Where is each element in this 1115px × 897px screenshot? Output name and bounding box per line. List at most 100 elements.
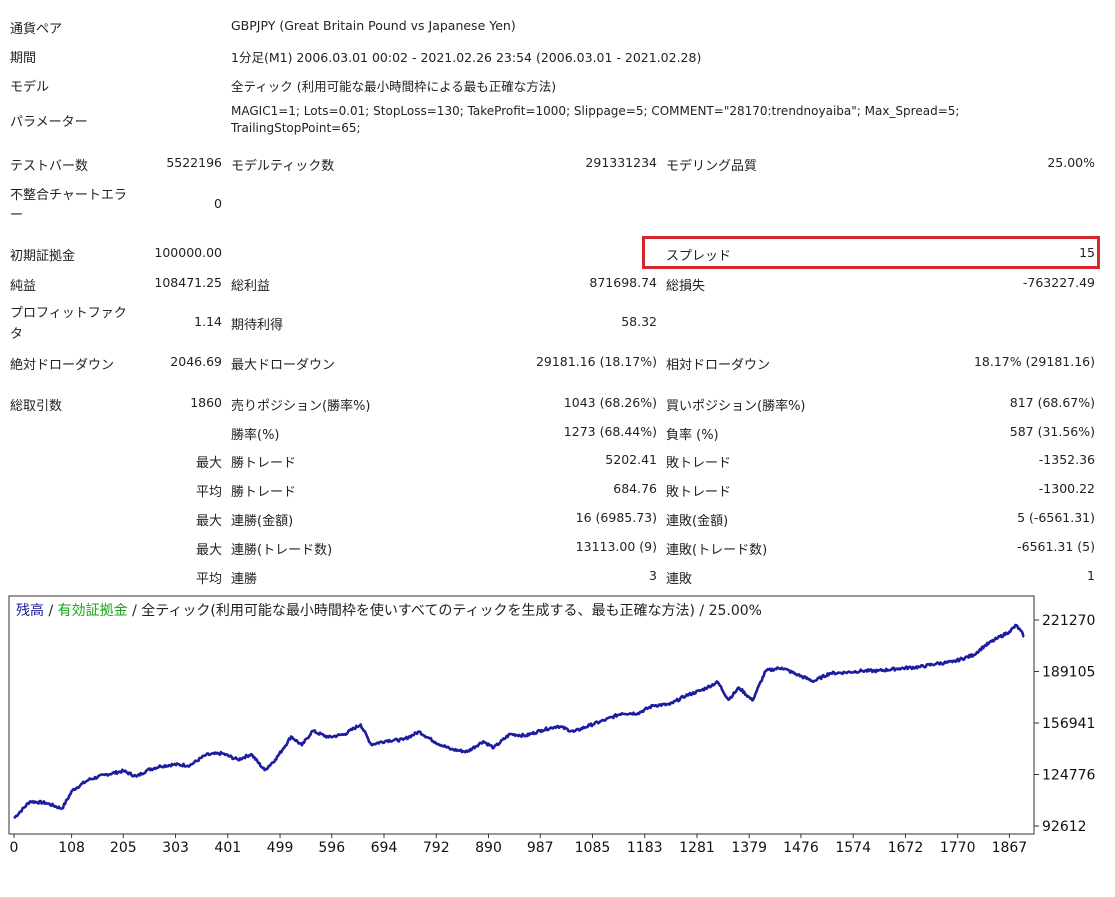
avg-cons-win-value: 3 (649, 568, 657, 583)
pf-label-2: タ (10, 327, 24, 342)
avg-loss-label: 敗トレード (666, 485, 732, 500)
cons-win-cnt-label: 連勝(トレード数) (231, 543, 333, 558)
symbol-value: GBPJPY (Great Britain Pound vs Japanese … (231, 18, 516, 33)
y-tick-label: 221270 (1042, 613, 1095, 629)
short-label: 売りポジション(勝率%) (231, 399, 371, 414)
pf-label-1: プロフィットファク (10, 306, 127, 321)
params-line2: TrailingStopPoint=65; (231, 121, 361, 135)
max-loss-value: -1352.36 (1038, 452, 1095, 467)
avg1-label: 平均 (195, 485, 222, 500)
gross-loss-value: -763227.49 (1022, 275, 1095, 290)
period-label: 期間 (10, 51, 37, 66)
max1-label: 最大 (195, 456, 222, 471)
gross-profit-label: 総利益 (231, 279, 271, 294)
y-tick-label: 92612 (1042, 819, 1087, 835)
long-value: 817 (68.67%) (1009, 395, 1095, 410)
x-tick-label: 499 (267, 840, 294, 856)
x-tick-label: 0 (10, 840, 19, 856)
avg-win-label: 勝トレード (231, 485, 297, 500)
gross-loss-label: 総損失 (666, 279, 706, 294)
max-dd-value: 29181.16 (18.17%) (535, 354, 657, 369)
mismatch-label-1: 不整合チャートエラ (10, 188, 127, 203)
mismatch-label-2: ー (10, 208, 24, 223)
expected-label: 期待利得 (231, 318, 284, 333)
mismatch-value: 0 (214, 196, 222, 211)
deposit-label: 初期証拠金 (10, 249, 76, 264)
spread-value: 15 (1079, 245, 1095, 260)
x-tick-label: 303 (162, 840, 189, 856)
legend-sep2: / (128, 603, 142, 619)
abs-dd-label: 絶対ドローダウン (10, 358, 115, 373)
x-tick-label: 1574 (835, 840, 871, 856)
avg-cons-win-label: 連勝 (231, 572, 258, 587)
expected-value: 58.32 (621, 314, 657, 329)
cons-win-cnt-value: 13113.00 (9) (575, 539, 657, 554)
avg-loss-value: -1300.22 (1038, 481, 1095, 496)
x-tick-label: 1867 (992, 840, 1028, 856)
plot-area (8, 595, 1035, 835)
cons-loss-cnt-label: 連敗(トレード数) (666, 543, 768, 558)
quality-label: モデリング品質 (666, 159, 758, 174)
short-value: 1043 (68.26%) (563, 395, 657, 410)
rel-dd-value: 18.17% (29181.16) (973, 354, 1095, 369)
symbol-label: 通貨ペア (10, 22, 63, 37)
abs-dd-value: 2046.69 (170, 354, 222, 369)
max2-label: 最大 (195, 514, 222, 529)
legend-equity: 有効証拠金 (58, 603, 128, 619)
avg-win-value: 684.76 (613, 481, 657, 496)
x-tick-label: 1476 (783, 840, 819, 856)
cons-win-amt-label: 連勝(金額) (231, 514, 294, 529)
trades-label: 総取引数 (10, 399, 63, 414)
balance-chart-svg: 残高 / 有効証拠金 / 全ティック(利用可能な最小時間枠を使いすべてのティック… (8, 595, 1096, 856)
x-tick-label: 1281 (679, 840, 715, 856)
net-value: 108471.25 (154, 275, 222, 290)
chart-legend: 残高 / 有効証拠金 / 全ティック(利用可能な最小時間枠を使いすべてのティック… (16, 602, 762, 619)
balance-chart: 残高 / 有効証拠金 / 全ティック(利用可能な最小時間枠を使いすべてのティック… (8, 590, 1108, 860)
y-axis-ticks: 221270 189105 156941 124776 92612 (1034, 613, 1096, 835)
x-tick-label: 401 (214, 840, 241, 856)
ticks-label: モデルティック数 (231, 159, 335, 174)
ticks-value: 291331234 (585, 155, 657, 170)
y-tick-label: 124776 (1042, 768, 1096, 784)
period-value: 1分足(M1) 2006.03.01 00:02 - 2021.02.26 23… (231, 50, 702, 65)
avg2-label: 平均 (195, 572, 222, 587)
cons-loss-amt-value: 5 (-6561.31) (1017, 510, 1095, 525)
legend-description: 全ティック(利用可能な最小時間枠を使いすべてのティックを生成する、最も正確な方法… (141, 602, 762, 619)
x-tick-label: 1085 (575, 840, 611, 856)
model-label: モデル (10, 80, 50, 95)
max-loss-label: 敗トレード (666, 456, 732, 471)
x-tick-label: 1672 (888, 840, 924, 856)
x-tick-label: 596 (318, 840, 345, 856)
bars-label: テストバー数 (10, 159, 89, 174)
x-tick-label: 890 (475, 840, 502, 856)
loss-pct-label: 負率 (%) (666, 428, 719, 443)
loss-pct-value: 587 (31.56%) (1009, 424, 1095, 439)
avg-cons-loss-value: 1 (1087, 568, 1095, 583)
x-tick-label: 694 (371, 840, 398, 856)
gross-profit-value: 871698.74 (589, 275, 657, 290)
win-pct-value: 1273 (68.44%) (563, 424, 657, 439)
params-label: パラメーター (10, 115, 88, 130)
y-tick-label: 189105 (1042, 665, 1095, 681)
legend-sep1: / (44, 603, 58, 619)
model-value: 全ティック (利用可能な最小時間枠による最も正確な方法) (231, 79, 557, 94)
quality-value: 25.00% (1047, 155, 1095, 170)
trades-value: 1860 (190, 395, 222, 410)
max3-label: 最大 (195, 543, 222, 558)
spread-highlight-box (642, 236, 1100, 269)
legend-balance: 残高 (16, 602, 44, 619)
x-tick-label: 1379 (731, 840, 767, 856)
cons-loss-amt-label: 連敗(金額) (666, 514, 729, 529)
x-tick-label: 792 (423, 840, 450, 856)
x-axis-ticks: 0 108 205 303 401 499 596 694 792 890 987 1085 1183 1… (10, 834, 1028, 856)
x-tick-label: 1183 (627, 840, 663, 856)
net-label: 純益 (10, 279, 37, 294)
max-win-label: 勝トレード (231, 456, 297, 471)
deposit-value: 100000.00 (154, 245, 222, 260)
y-tick-label: 156941 (1042, 716, 1095, 732)
bars-value: 5522196 (166, 155, 222, 170)
balance-series-line (13, 623, 1025, 820)
x-tick-label: 987 (527, 840, 554, 856)
params-line1: MAGIC1=1; Lots=0.01; StopLoss=130; TakeP… (231, 104, 960, 118)
spread-label: スプレッド (666, 249, 732, 264)
